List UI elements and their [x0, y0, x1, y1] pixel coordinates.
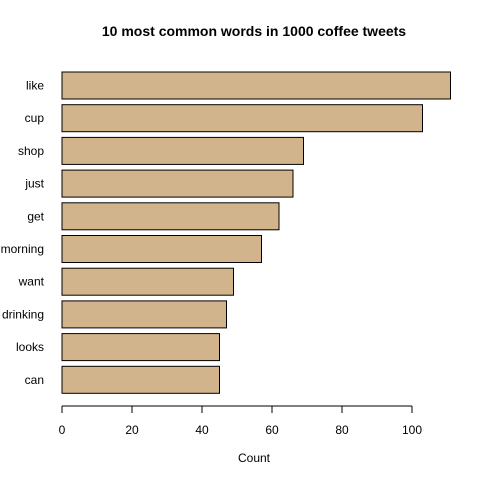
bar-just [61, 169, 294, 198]
category-label-looks: looks [16, 340, 44, 354]
x-tick-label-40: 40 [195, 423, 209, 437]
category-label-want: want [18, 275, 45, 289]
bar-looks [61, 333, 220, 362]
bar-want [61, 267, 234, 296]
category-labels-group: like cup shop just get morning want drinking loo… [1, 79, 45, 387]
bar-like [61, 71, 451, 100]
chart-title: 10 most common words in 1000 coffee twee… [102, 23, 406, 39]
category-label-like: like [26, 79, 44, 93]
bar-get [61, 202, 280, 231]
bars-group [61, 71, 451, 394]
x-tick-label-20: 20 [125, 423, 139, 437]
x-tick-label-100: 100 [402, 423, 422, 437]
bar-shop [61, 136, 304, 165]
bar-cup [61, 104, 423, 133]
x-tick-label-60: 60 [265, 423, 279, 437]
x-axis: 0 20 40 60 80 100 [59, 405, 422, 437]
category-label-can: can [25, 373, 44, 387]
category-label-drinking: drinking [2, 307, 44, 321]
category-label-just: just [24, 177, 44, 191]
bar-can [61, 365, 220, 394]
category-label-shop: shop [18, 144, 44, 158]
category-label-cup: cup [25, 111, 45, 125]
x-tick-label-0: 0 [59, 423, 66, 437]
bar-morning [61, 235, 262, 263]
bar-drinking [61, 300, 227, 329]
x-axis-label: Count [238, 451, 271, 465]
category-label-get: get [27, 209, 44, 223]
category-label-morning: morning [1, 242, 44, 256]
x-tick-label-80: 80 [335, 423, 349, 437]
